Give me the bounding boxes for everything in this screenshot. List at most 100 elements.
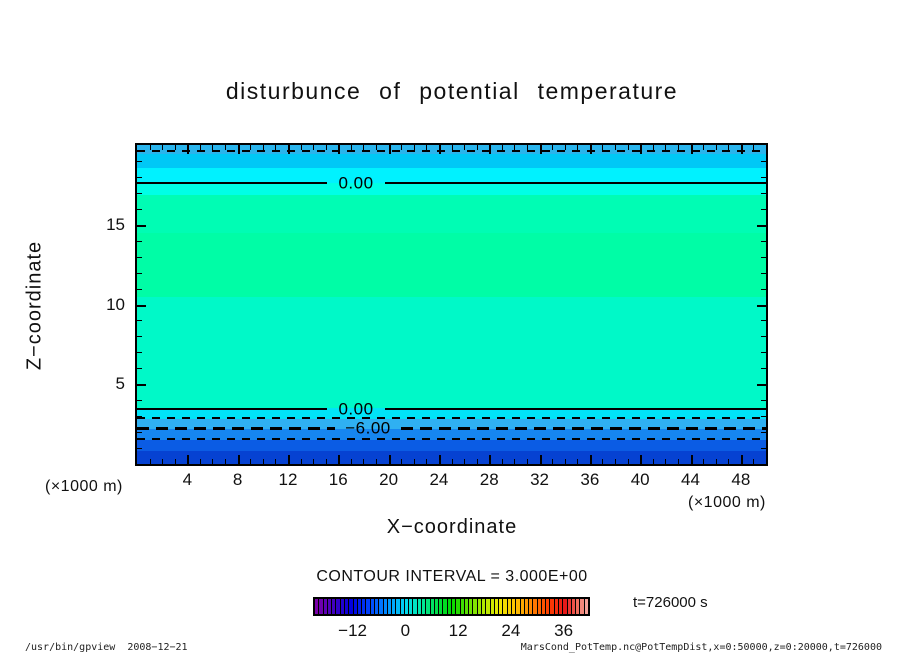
axis-tick (137, 384, 146, 386)
x-tick-label: 48 (731, 470, 751, 489)
axis-tick (753, 145, 754, 150)
axis-tick (628, 145, 629, 150)
axis-tick (757, 305, 766, 307)
colorbar-cell (349, 599, 353, 614)
axis-tick (464, 145, 465, 150)
contour-line-dashed (137, 150, 766, 152)
colorbar-cell (447, 599, 451, 614)
axis-tick (250, 459, 251, 464)
axis-tick (162, 145, 163, 150)
axis-tick (552, 459, 553, 464)
axis-tick (401, 145, 402, 150)
axis-tick (137, 209, 142, 210)
axis-tick (389, 145, 391, 154)
axis-tick (363, 459, 364, 464)
axis-tick (753, 459, 754, 464)
colorbar-cell (426, 599, 430, 614)
colorbar-cell (516, 599, 520, 614)
axis-tick (703, 459, 704, 464)
axis-tick (602, 145, 603, 150)
colorbar-cell (511, 599, 516, 614)
axis-tick (728, 145, 729, 150)
axis-tick (137, 352, 142, 353)
colorbar-cell (554, 599, 559, 614)
axis-tick (761, 432, 766, 433)
colorbar-cell (366, 599, 370, 614)
axis-tick (376, 145, 377, 150)
colorbar-cell (469, 599, 473, 614)
axis-tick (665, 145, 666, 150)
axis-tick (615, 459, 616, 464)
colorbar-cell (481, 599, 486, 614)
axis-tick (653, 145, 654, 150)
axis-tick (288, 455, 290, 464)
axis-tick (338, 455, 340, 464)
axis-tick (565, 459, 566, 464)
colorbar-cell (362, 599, 366, 614)
axis-tick (326, 459, 327, 464)
x-axis-title: X−coordinate (386, 516, 518, 538)
colorbar-cell (370, 599, 374, 614)
axis-tick (137, 416, 142, 417)
contour-line-segment (385, 408, 766, 410)
x-tick-label: 12 (278, 470, 298, 489)
y-tick-label: 5 (115, 374, 125, 394)
colorbar-cell (567, 599, 571, 614)
axis-tick (238, 145, 240, 154)
x-tick-label: 28 (479, 470, 499, 489)
axis-tick (741, 455, 743, 464)
axis-tick (439, 145, 441, 154)
axis-tick (761, 177, 766, 178)
x-tick-label: 8 (232, 470, 243, 489)
colorbar-cell (439, 599, 443, 614)
contour-line-segment (137, 417, 766, 419)
colorbar (313, 597, 590, 616)
colorbar-cell (546, 599, 550, 614)
axis-tick (514, 145, 515, 150)
axis-tick (225, 459, 226, 464)
axis-tick (137, 432, 142, 433)
axis-tick (137, 241, 142, 242)
axis-tick (761, 448, 766, 449)
axis-tick (757, 384, 766, 386)
axis-tick (212, 145, 213, 150)
colorbar-tick-label: 12 (448, 621, 468, 640)
axis-tick (761, 241, 766, 242)
axis-tick (301, 145, 302, 150)
colorbar-cell (529, 599, 533, 614)
colorbar-cell (507, 599, 511, 614)
colorbar-cell (464, 599, 469, 614)
footer-command-date: /usr/bin/gpview 2008−12−21 (25, 642, 188, 653)
axis-tick (137, 400, 142, 401)
axis-tick (452, 459, 453, 464)
axis-tick (137, 289, 142, 290)
axis-tick (665, 459, 666, 464)
x-tick-label: 36 (580, 470, 600, 489)
axis-tick (565, 145, 566, 150)
axis-tick (590, 145, 592, 154)
axis-tick (477, 145, 478, 150)
colorbar-cell (400, 599, 404, 614)
colorbar-cell (392, 599, 396, 614)
axis-tick (250, 145, 251, 150)
colorbar-cell (550, 599, 554, 614)
axis-tick (376, 459, 377, 464)
axis-tick (728, 459, 729, 464)
colorbar-cell (580, 599, 584, 614)
colorbar-cell (576, 599, 580, 614)
axis-tick (351, 145, 352, 150)
contour-label: −6.00 (345, 418, 391, 438)
axis-tick (540, 145, 542, 154)
axis-tick (263, 459, 264, 464)
colorbar-cell (443, 599, 447, 614)
axis-tick (338, 145, 340, 154)
axis-tick (703, 145, 704, 150)
axis-tick (326, 145, 327, 150)
axis-tick (150, 459, 151, 464)
contour-line-segment (137, 408, 327, 410)
colorbar-cell (434, 599, 439, 614)
colorbar-cell (430, 599, 434, 614)
axis-tick (313, 459, 314, 464)
contour-line-segment (137, 150, 766, 152)
